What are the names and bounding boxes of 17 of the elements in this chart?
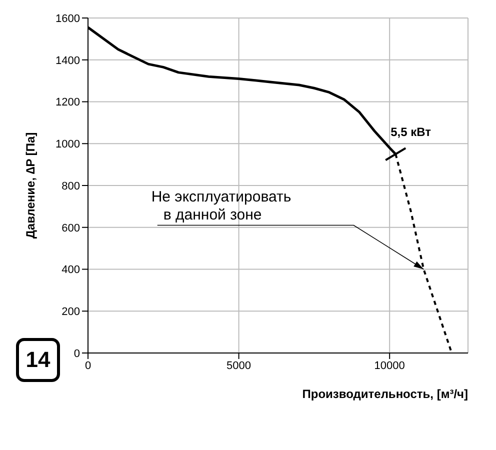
y-tick-label: 400 [62, 264, 80, 276]
y-tick-label: 0 [74, 348, 80, 360]
x-tick-label: 10000 [374, 360, 405, 372]
y-tick-label: 1200 [56, 96, 80, 109]
annotation: 5,5 кВт [390, 125, 432, 140]
x-tick-label: 0 [84, 360, 92, 372]
y-tick-label: 1000 [56, 138, 80, 151]
x-axis-title: Производительность, [м³/ч] [302, 387, 468, 401]
y-tick-label: 600 [62, 222, 80, 234]
x-tick-label: 5000 [226, 360, 252, 372]
y-axis-title: Давление, ∆P [Па] [23, 132, 38, 239]
annotation: Не эксплуатировать в данной зоне [151, 188, 292, 224]
y-tick-label: 1400 [56, 54, 80, 67]
y-tick-label: 200 [62, 306, 80, 318]
text: 14 [16, 338, 60, 382]
y-tick-label: 800 [62, 180, 80, 192]
y-tick-label: 1600 [56, 12, 80, 25]
